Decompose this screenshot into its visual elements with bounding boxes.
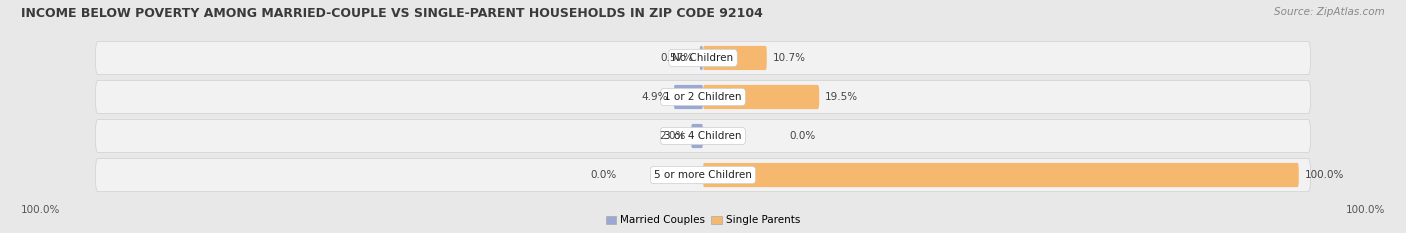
Text: 0.0%: 0.0% xyxy=(789,131,815,141)
Text: INCOME BELOW POVERTY AMONG MARRIED-COUPLE VS SINGLE-PARENT HOUSEHOLDS IN ZIP COD: INCOME BELOW POVERTY AMONG MARRIED-COUPL… xyxy=(21,7,763,20)
Text: 19.5%: 19.5% xyxy=(825,92,858,102)
FancyBboxPatch shape xyxy=(96,158,1310,192)
FancyBboxPatch shape xyxy=(700,46,703,70)
Text: 100.0%: 100.0% xyxy=(1346,205,1385,215)
FancyBboxPatch shape xyxy=(692,124,703,148)
Text: 5 or more Children: 5 or more Children xyxy=(654,170,752,180)
Text: 0.0%: 0.0% xyxy=(591,170,617,180)
Text: 10.7%: 10.7% xyxy=(773,53,806,63)
FancyBboxPatch shape xyxy=(673,85,703,109)
Text: 4.9%: 4.9% xyxy=(641,92,668,102)
FancyBboxPatch shape xyxy=(96,80,1310,113)
FancyBboxPatch shape xyxy=(703,46,766,70)
Text: 0.57%: 0.57% xyxy=(661,53,693,63)
Text: 100.0%: 100.0% xyxy=(1305,170,1344,180)
Text: 3 or 4 Children: 3 or 4 Children xyxy=(664,131,742,141)
FancyBboxPatch shape xyxy=(703,85,820,109)
FancyBboxPatch shape xyxy=(96,120,1310,153)
FancyBboxPatch shape xyxy=(703,163,1299,187)
FancyBboxPatch shape xyxy=(96,41,1310,75)
Text: No Children: No Children xyxy=(672,53,734,63)
Text: 1 or 2 Children: 1 or 2 Children xyxy=(664,92,742,102)
Text: 100.0%: 100.0% xyxy=(21,205,60,215)
Text: 2.0%: 2.0% xyxy=(659,131,685,141)
Legend: Married Couples, Single Parents: Married Couples, Single Parents xyxy=(606,216,800,226)
Text: Source: ZipAtlas.com: Source: ZipAtlas.com xyxy=(1274,7,1385,17)
